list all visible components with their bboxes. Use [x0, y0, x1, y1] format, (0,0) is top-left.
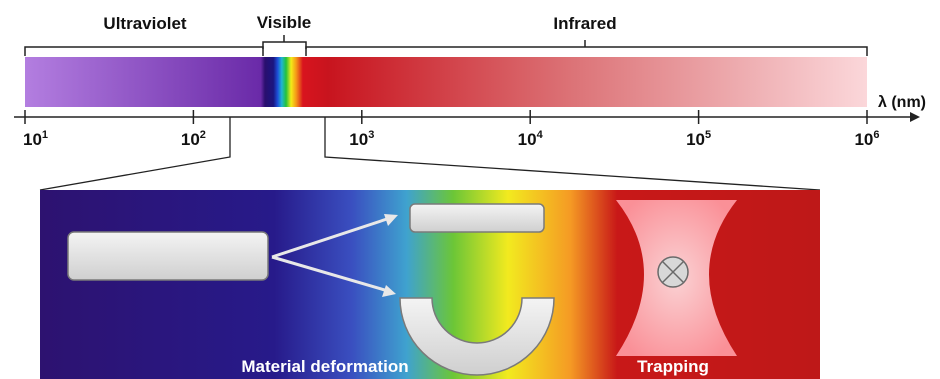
deformation-arrows — [271, 214, 398, 297]
spectrum-bar — [25, 57, 867, 107]
axis-tick-label: 105 — [686, 129, 711, 149]
wavelength-axis: 101 102 103 104 105 106 λ (nm) — [14, 94, 926, 149]
arrow-to-bent-plate — [271, 255, 389, 293]
axis-arrowhead — [910, 112, 920, 122]
ultraviolet-bracket — [24, 46, 264, 56]
axis-tick-label: 106 — [854, 129, 879, 149]
trapped-particle — [657, 256, 689, 288]
region-brackets — [24, 35, 868, 56]
arrow-to-flat-plate — [271, 216, 391, 259]
ultraviolet-label: Ultraviolet — [103, 14, 186, 33]
infrared-bracket — [305, 46, 868, 56]
bent-plate — [399, 297, 555, 376]
axis-tick-label: 104 — [518, 129, 544, 149]
zoom-connector-left — [39, 117, 231, 191]
inset-panel: Material deformation Trapping — [40, 190, 820, 379]
trapping-label: Trapping — [637, 357, 709, 376]
zoom-connector-right — [324, 117, 821, 191]
visible-label: Visible — [257, 13, 312, 32]
axis-tick-label: 102 — [181, 129, 206, 149]
flat-plate-top — [409, 203, 545, 233]
axis-tick-label: 103 — [349, 129, 374, 149]
material-deformation-label: Material deformation — [241, 357, 408, 376]
flat-plate-left — [67, 231, 269, 281]
axis-ticks: 101 102 103 104 105 106 — [23, 110, 880, 149]
zoom-connectors — [39, 117, 821, 191]
arrowhead-flat — [384, 214, 398, 226]
infrared-label: Infrared — [553, 14, 616, 33]
visible-bracket — [262, 41, 307, 49]
arrowhead-bent — [382, 285, 396, 297]
axis-label: λ (nm) — [878, 94, 926, 111]
axis-tick-label: 101 — [23, 129, 48, 149]
